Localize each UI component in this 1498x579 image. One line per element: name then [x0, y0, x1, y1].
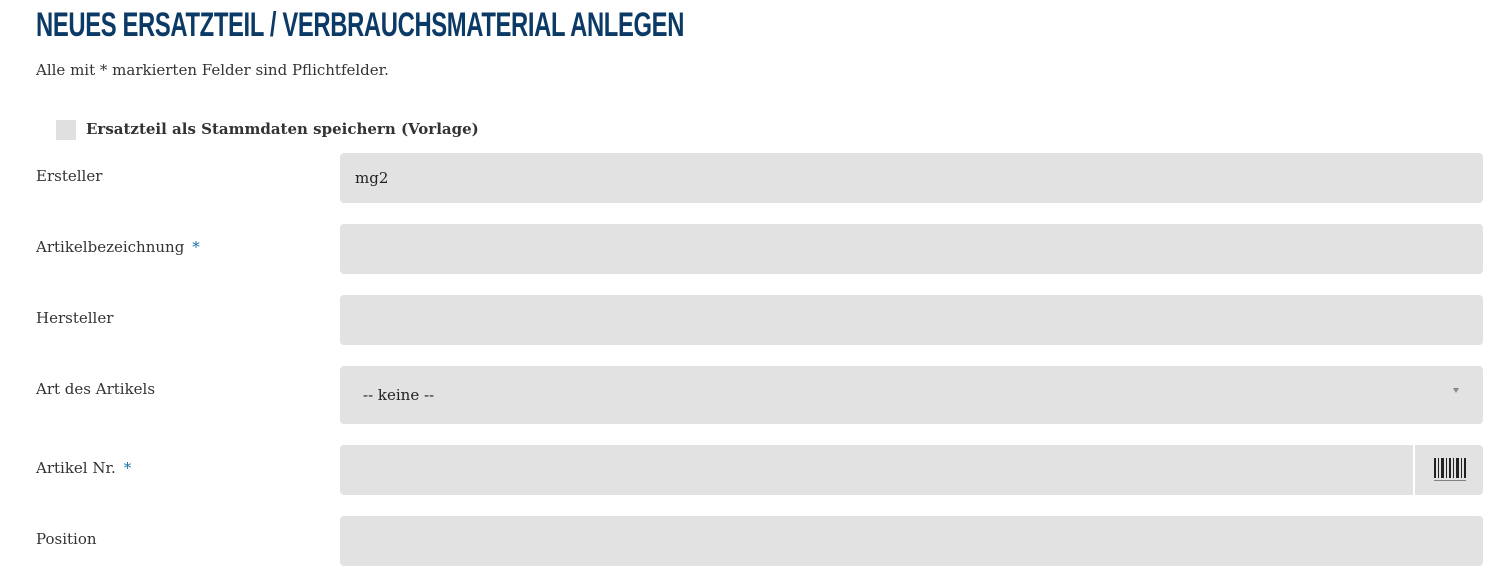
input-value: mg2 — [355, 169, 389, 187]
dropdown-arrow — [1453, 388, 1459, 393]
required-marker: * — [123, 459, 132, 477]
required-marker: * — [192, 238, 200, 256]
barcode-button[interactable] — [1415, 445, 1483, 495]
field-label: Ersteller — [36, 167, 103, 185]
text-input[interactable] — [340, 516, 1483, 566]
field-label: Hersteller — [36, 309, 114, 327]
text-input[interactable]: mg2 — [340, 153, 1483, 203]
field-label: Artikel Nr. * — [36, 459, 131, 477]
field-label: Art des Artikels — [36, 380, 156, 398]
text-input[interactable] — [340, 295, 1483, 345]
select-value: -- keine -- — [363, 386, 435, 404]
select-input[interactable]: -- keine -- — [340, 366, 1483, 424]
text-input[interactable] — [340, 445, 1413, 495]
page-title: NEUES ERSATZTEIL / VERBRAUCHSMATERIAL AN… — [36, 6, 685, 44]
field-label: Position — [36, 530, 97, 548]
barcode-icon — [1434, 458, 1466, 481]
text-input[interactable] — [340, 224, 1483, 274]
checkbox-label[interactable]: Ersatzteil als Stammdaten speichern (Vor… — [86, 120, 479, 138]
field-label: Artikelbezeichnung * — [36, 238, 200, 256]
label-text: Artikelbezeichnung — [36, 238, 185, 256]
required-note: Alle mit * markierten Felder sind Pflich… — [36, 61, 389, 79]
label-text: Artikel Nr. — [36, 459, 116, 477]
checkbox[interactable] — [56, 120, 76, 140]
